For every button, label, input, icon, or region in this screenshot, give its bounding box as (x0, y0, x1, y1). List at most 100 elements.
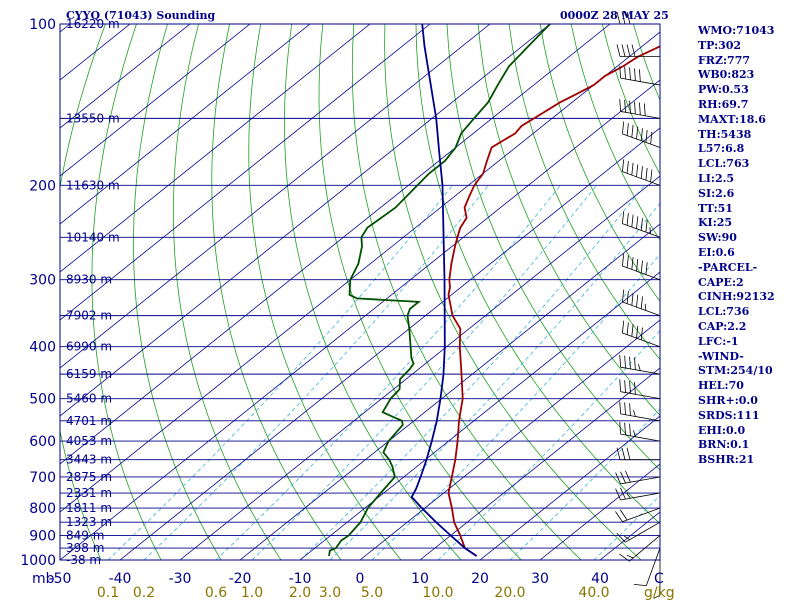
dry-adiabat (415, 24, 660, 525)
height-label: 6990 m (66, 340, 112, 354)
wind-barb-feather (626, 44, 631, 57)
chart-timestamp: 0000Z 28 MAY 25 (560, 9, 669, 22)
wind-barb-feather (629, 423, 631, 436)
wind-barb-feather (631, 124, 634, 138)
sounding-traces (328, 24, 660, 557)
wind-barb-staff (620, 433, 661, 442)
isotherm (479, 415, 660, 560)
parameter-item: -PARCEL- (698, 260, 758, 274)
height-label: 1811 m (66, 501, 112, 515)
wind-barb-feather (650, 169, 653, 182)
wind-barb-feather (626, 161, 629, 174)
wind-barb-feather (624, 380, 626, 393)
wind-barb-staff (622, 265, 661, 281)
height-label: 849 m (66, 528, 104, 542)
mixing-ratio-tick-label: 40.0 (578, 585, 609, 600)
parameter-item: RH:69.7 (698, 97, 749, 111)
dry-adiabat (789, 24, 800, 571)
wind-barb-staff (622, 332, 661, 348)
dry-adiabat (446, 24, 660, 471)
mixing-ratio-line (329, 202, 660, 560)
parameter-item: SI:2.6 (698, 186, 735, 200)
sounding-parameters-list: WMO:71043 TP:302 FRZ:777 WB0:823 PW:0.53 RH:6… (698, 24, 775, 468)
isotherm (179, 175, 660, 560)
wind-barb-feather (634, 68, 636, 81)
wind-barb-feather (629, 100, 631, 114)
wind-barb-feather (622, 211, 625, 224)
wind-barb-feather (626, 291, 629, 304)
wind-barb-staff (620, 413, 661, 422)
parameter-item: L57:6.8 (698, 142, 745, 156)
height-label: 13550 m (66, 111, 120, 125)
wind-barb-feather (619, 379, 622, 392)
wind-barb-feather (636, 258, 639, 272)
wind-barb-feather (633, 583, 647, 587)
dry-adiabat (91, 24, 162, 560)
wind-barb-feather (619, 421, 622, 435)
isotherm (119, 127, 660, 560)
wind-barb-staff (620, 391, 661, 400)
mixing-ratio-line (107, 185, 453, 560)
height-label: 1323 m (66, 515, 112, 529)
pressure-tick-label: 900 (29, 528, 56, 544)
mixing-ratio-tick-label: 20.0 (494, 585, 525, 600)
pressure-tick-label: 800 (29, 501, 56, 517)
wind-barb-feather (631, 324, 634, 337)
pressure-tick-label: 1000 (20, 553, 56, 569)
wind-barb-feather (631, 293, 634, 306)
isotherm (60, 24, 551, 417)
temperature-axis-unit: C (654, 571, 664, 587)
mixing-ratio-tick-label: 5.0 (361, 585, 383, 600)
temperature-tick-label: 10 (411, 571, 429, 587)
dewpoint-line (328, 24, 551, 557)
wind-barb-staff (629, 535, 661, 562)
wind-barb-feather (616, 532, 626, 543)
parameter-item: EI:0.6 (698, 245, 735, 259)
temperature-tick-label: 30 (531, 571, 549, 587)
parameter-item: EHI:0.0 (698, 423, 746, 437)
wind-barb-staff (645, 547, 661, 586)
temperature-tick-label: 40 (591, 571, 609, 587)
pressure-tick-label: 300 (29, 273, 56, 289)
wind-barb-feather (616, 44, 621, 57)
wind-barb-feather (626, 255, 629, 268)
wind-barb-feather (619, 401, 622, 414)
wind-barb-feather (624, 355, 626, 369)
parameter-item: FRZ:777 (698, 53, 751, 67)
parameter-item: -WIND- (698, 349, 744, 363)
wind-barb-feather (619, 354, 622, 368)
wind-barb-staff (622, 507, 661, 523)
parameter-item: SHR+:0.0 (698, 393, 758, 407)
wind-barb-staff (620, 77, 661, 86)
wind-barb-feather (634, 357, 636, 370)
wind-barb-feather (619, 99, 622, 112)
parameter-item: CINH:92132 (698, 290, 775, 304)
height-label: 7902 m (66, 309, 112, 323)
wind-barb-feather (616, 447, 621, 460)
parameter-item: CAP:2.2 (698, 319, 747, 333)
wind-barb-feather (625, 470, 631, 483)
isotherm (239, 223, 660, 560)
dry-adiabat (508, 24, 660, 361)
wind-barb-feather (626, 322, 629, 335)
wind-barb-feather (634, 101, 636, 115)
dry-adiabat (173, 24, 282, 560)
height-label: 6159 m (66, 367, 112, 381)
mixing-ratio-tick-label: 0.6 (205, 585, 227, 600)
mixing-ratio-line (299, 185, 645, 560)
height-label: 16220 m (66, 17, 120, 31)
chart-title: CYYQ (71043) Sounding (66, 9, 216, 22)
parameter-item: PW:0.53 (698, 83, 749, 97)
isotherm (60, 24, 311, 225)
pressure-tick-label: 500 (29, 392, 56, 408)
isotherm (60, 24, 431, 321)
parameter-item: LCL:763 (698, 157, 750, 171)
wind-barb-feather (626, 123, 629, 136)
mixing-ratio-unit: g/kg (644, 585, 675, 600)
wind-barb-feather (640, 166, 643, 179)
wind-barb-staff (620, 476, 661, 485)
height-label: 2331 m (66, 486, 112, 500)
wind-barb-feather (645, 167, 648, 181)
wind-barb-feather (621, 11, 626, 25)
